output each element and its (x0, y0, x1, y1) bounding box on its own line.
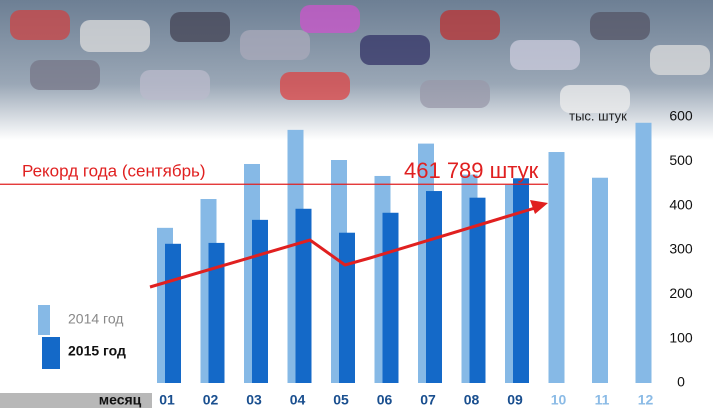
annotation: Рекорд года (сентябрь) (22, 161, 206, 180)
bar (635, 122, 652, 383)
x-tick-label: 06 (377, 392, 393, 408)
bar (208, 242, 225, 383)
x-tick-label: 05 (333, 392, 349, 408)
y-tick-label: 0 (677, 374, 685, 390)
bar (382, 212, 399, 383)
x-tick-label: 01 (159, 392, 175, 408)
y-tick-label: 300 (669, 241, 693, 257)
legend-swatch (42, 337, 60, 369)
y-tick-label: 200 (669, 285, 693, 301)
x-tick-label: 08 (464, 392, 480, 408)
y-tick-label: 100 (669, 329, 693, 345)
annotation-value: 461 789 штук (404, 158, 539, 183)
legend-label: 2015 год (68, 343, 126, 359)
bar (513, 178, 529, 383)
bar (548, 152, 565, 383)
arrow-head (530, 200, 548, 214)
legend-swatch (38, 305, 50, 335)
x-tick-label: 07 (420, 392, 436, 408)
x-tick-label: 10 (551, 392, 567, 408)
y-tick-label: 600 (669, 108, 693, 124)
bar (339, 232, 355, 383)
bar (592, 177, 608, 383)
x-label-box (0, 393, 152, 408)
y-axis-label: тыс. штук (569, 108, 627, 123)
photo-cars (10, 5, 710, 113)
bar (469, 197, 486, 383)
y-tick-label: 500 (669, 152, 693, 168)
x-tick-label: 12 (638, 392, 654, 408)
trend-arrow (149, 206, 536, 289)
x-tick-label: 02 (203, 392, 219, 408)
x-tick-label: 03 (246, 392, 262, 408)
x-axis-label: месяц (99, 392, 142, 408)
bar (165, 243, 181, 383)
bar (252, 219, 268, 383)
y-tick-label: 400 (669, 196, 693, 212)
bar (295, 208, 312, 383)
legend-label: 2014 год (68, 311, 123, 327)
x-tick-label: 04 (290, 392, 306, 408)
x-tick-label: 11 (595, 392, 610, 408)
bar (426, 191, 442, 383)
x-tick-label: 09 (507, 392, 523, 408)
